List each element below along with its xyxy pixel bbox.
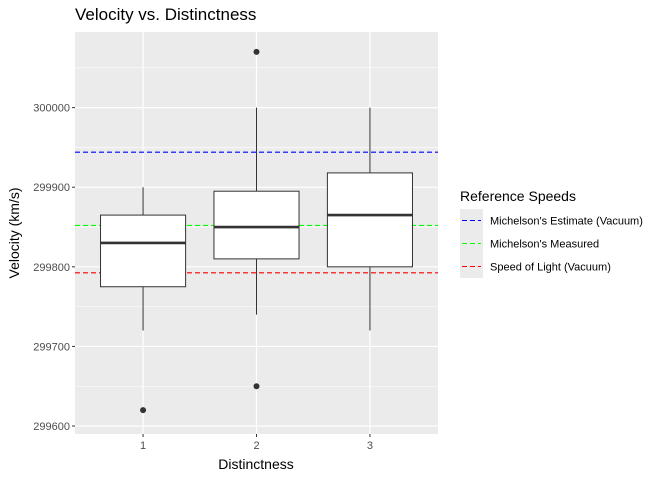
legend: Reference Speeds Michelson's Estimate (V… [460, 188, 643, 278]
x-axis-title: Distinctness [218, 456, 293, 472]
y-tick-label: 299900 [33, 182, 70, 194]
x-axis: 1 2 3 [140, 434, 373, 452]
outlier-point [253, 48, 260, 55]
x-tick-label: 2 [253, 440, 259, 452]
box-body [326, 172, 413, 268]
box-1 [100, 187, 187, 414]
box-body [213, 190, 300, 260]
legend-item: Michelson's Measured [460, 232, 599, 255]
boxes [100, 48, 413, 414]
legend-label: Michelson's Measured [490, 239, 599, 251]
legend-title: Reference Speeds [460, 188, 576, 204]
outlier-point [253, 383, 260, 390]
x-tick-label: 1 [140, 440, 146, 452]
x-tick-label: 3 [367, 440, 373, 452]
box-body [100, 214, 187, 288]
legend-label: Speed of Light (Vacuum) [490, 262, 611, 274]
y-tick-label: 300000 [33, 103, 70, 115]
y-axis-title: Velocity (km/s) [6, 187, 22, 278]
outlier-point [140, 407, 147, 414]
legend-item: Speed of Light (Vacuum) [460, 255, 611, 278]
y-tick-label: 299800 [33, 262, 70, 274]
chart-title: Velocity vs. Distinctness [75, 5, 256, 24]
legend-item: Michelson's Estimate (Vacuum) [460, 209, 643, 232]
box-3 [326, 107, 413, 331]
box-2 [213, 48, 300, 390]
legend-label: Michelson's Estimate (Vacuum) [490, 216, 643, 228]
y-tick-label: 299700 [33, 341, 70, 353]
y-axis: 299600 299700 299800 299900 300000 [33, 103, 75, 433]
y-tick-label: 299600 [33, 421, 70, 433]
